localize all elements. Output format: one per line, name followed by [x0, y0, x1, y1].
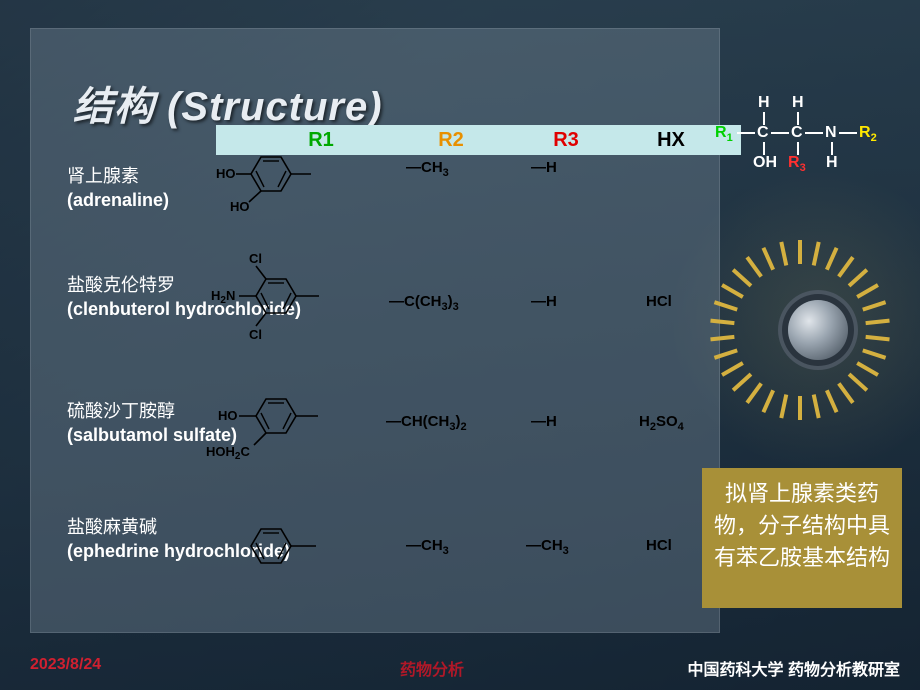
cell-r3-2: —H — [531, 413, 557, 430]
cell-r3-3: —CH3 — [526, 537, 569, 557]
skeletal-c2: C — [791, 124, 803, 142]
structure-r1-3 — [231, 519, 341, 575]
main-panel: 结构 (Structure) R1 R2 R3 HX 肾上腺素 (adrenal… — [30, 28, 720, 633]
footer-subject: 药物分析 — [400, 656, 464, 680]
skeletal-r1: R1 — [715, 124, 733, 144]
page-title: 结构 (Structure) — [73, 74, 383, 132]
footer-date: 2023/8/24 — [30, 656, 101, 674]
header-r3: R3 — [511, 129, 621, 152]
cell-hx-1: HCl — [646, 293, 672, 310]
svg-text:Cl: Cl — [249, 327, 262, 342]
skeletal-h1: H — [758, 94, 770, 112]
skeletal-r2: R2 — [859, 124, 877, 144]
skeletal-nh: H — [826, 154, 838, 172]
cell-r3-0: —H — [531, 159, 557, 176]
svg-text:HO: HO — [230, 199, 250, 214]
footer: 2023/8/24 药物分析 中国药科大学 药物分析教研室 — [0, 656, 920, 680]
row-en-0: (adrenaline) — [67, 188, 169, 212]
side-annotation-box: 拟肾上腺素类药物，分子结构中具有苯乙胺基本结构 — [702, 468, 902, 608]
structure-r1-0: HO HO — [216, 147, 336, 217]
svg-text:H2N: H2N — [211, 288, 235, 306]
svg-text:HO: HO — [216, 166, 236, 181]
row-label-0: 肾上腺素 (adrenaline) — [67, 164, 169, 213]
header-hx: HX — [621, 129, 721, 152]
cell-r3-1: —H — [531, 293, 557, 310]
skeletal-oh: OH — [753, 154, 777, 172]
structure-r1-1: Cl H2N Cl — [211, 249, 351, 349]
svg-text:Cl: Cl — [249, 251, 262, 266]
svg-text:HOH2C: HOH2C — [206, 444, 250, 462]
footer-institution: 中国药科大学 药物分析教研室 — [688, 656, 900, 680]
cell-r2-0: —CH3 — [406, 159, 449, 179]
row-cn-0: 肾上腺素 — [67, 164, 169, 188]
header-r2: R2 — [391, 129, 511, 152]
svg-text:HO: HO — [218, 408, 238, 423]
skeletal-c1: C — [757, 124, 769, 142]
cell-r2-3: —CH3 — [406, 537, 449, 557]
cell-hx-2: H2SO4 — [639, 413, 684, 433]
general-structure: R1 C H OH C H R3 N H R2 — [715, 94, 890, 184]
cell-hx-3: HCl — [646, 537, 672, 554]
skeletal-r3: R3 — [788, 154, 806, 174]
skeletal-n: N — [825, 124, 837, 142]
cell-r2-2: —CH(CH3)2 — [386, 413, 467, 433]
structure-r1-2: HO HOH2C — [206, 381, 346, 469]
skeletal-h2: H — [792, 94, 804, 112]
gear-ball-icon — [788, 300, 848, 360]
cell-r2-1: —C(CH3)3 — [389, 293, 459, 313]
